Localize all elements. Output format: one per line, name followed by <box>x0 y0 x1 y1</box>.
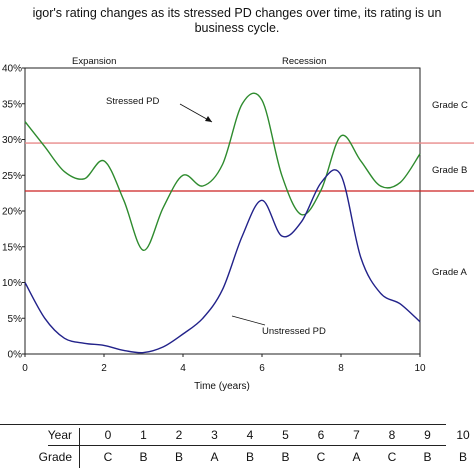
y-tick-label: 35% <box>2 99 22 110</box>
year-cell: 3 <box>211 428 218 442</box>
y-axis-ticks: 0% 5% 10% 15% 20% 25% 30% 35% 40% <box>2 64 25 361</box>
unstressed-pd-line <box>24 169 421 354</box>
grade-cell: B <box>281 450 290 464</box>
year-cell: 10 <box>456 428 470 442</box>
unstressed-pd-pointer <box>231 315 266 326</box>
y-tick-label: 10% <box>2 278 22 289</box>
title-line-2: business cycle. <box>194 21 280 35</box>
year-cell: 8 <box>388 428 396 442</box>
chart-plot: 0% 5% 10% 15% 20% 25% 30% 35% 40% 0 2 4 6 8 10 Expans… <box>2 56 474 392</box>
grade-cell: A <box>210 450 219 464</box>
grade-cell: A <box>352 450 361 464</box>
y-tick-label: 30% <box>2 135 22 146</box>
grade-row-label: Grade <box>38 450 72 464</box>
x-tick-label: 8 <box>338 363 344 374</box>
series-lines <box>24 92 421 354</box>
annotation-unstressed-pd: Unstressed PD <box>262 326 326 337</box>
grade-cell: B <box>139 450 148 464</box>
plot-area <box>24 67 421 355</box>
grade-cell: B <box>423 450 432 464</box>
grade-cell: C <box>316 450 326 464</box>
y-tick-label: 5% <box>8 314 23 325</box>
grade-cell: C <box>387 450 397 464</box>
y-tick-label: 25% <box>2 171 22 182</box>
grade-cell: B <box>245 450 254 464</box>
table-rules <box>0 424 446 468</box>
threshold-lines <box>25 142 474 192</box>
x-tick-label: 10 <box>414 363 426 374</box>
grade-cell: B <box>174 450 183 464</box>
y-tick-label: 20% <box>2 207 22 218</box>
year-cell: 2 <box>175 428 183 442</box>
x-tick-label: 0 <box>22 363 28 374</box>
y-tick-label: 0% <box>8 350 23 361</box>
x-tick-label: 2 <box>101 363 107 374</box>
year-cell: 9 <box>424 428 431 442</box>
grade-cell: B <box>458 450 467 464</box>
year-cell: 0 <box>104 428 112 442</box>
chart-title: igor's rating changes as its stressed PD… <box>0 6 474 36</box>
year-cell: 6 <box>317 428 325 442</box>
y-tick-label: 15% <box>2 242 22 253</box>
annotation-expansion: Expansion <box>72 56 116 67</box>
stressed-pd-arrowhead <box>205 116 212 122</box>
grade-cell: C <box>103 450 113 464</box>
year-cell: 1 <box>140 428 147 442</box>
x-axis-ticks: 0 2 4 6 8 10 <box>22 354 426 374</box>
stressed-pd-line <box>24 92 421 251</box>
y-tick-label: 40% <box>2 64 22 75</box>
annotation-stressed-pd: Stressed PD <box>106 96 159 107</box>
x-tick-label: 4 <box>180 363 186 374</box>
title-line-1: igor's rating changes as its stressed PD… <box>32 6 442 20</box>
year-row-label: Year <box>47 428 72 442</box>
annotation-grade-a: Grade A <box>432 267 468 278</box>
year-cell: 4 <box>246 428 254 442</box>
year-cell: 7 <box>353 428 360 442</box>
year-cell: 5 <box>282 428 289 442</box>
annotation-recession: Recession <box>282 56 326 67</box>
x-tick-label: 6 <box>259 363 265 374</box>
annotation-grade-b: Grade B <box>432 165 467 176</box>
annotation-grade-c: Grade C <box>432 100 468 111</box>
x-axis-label: Time (years) <box>194 381 250 392</box>
